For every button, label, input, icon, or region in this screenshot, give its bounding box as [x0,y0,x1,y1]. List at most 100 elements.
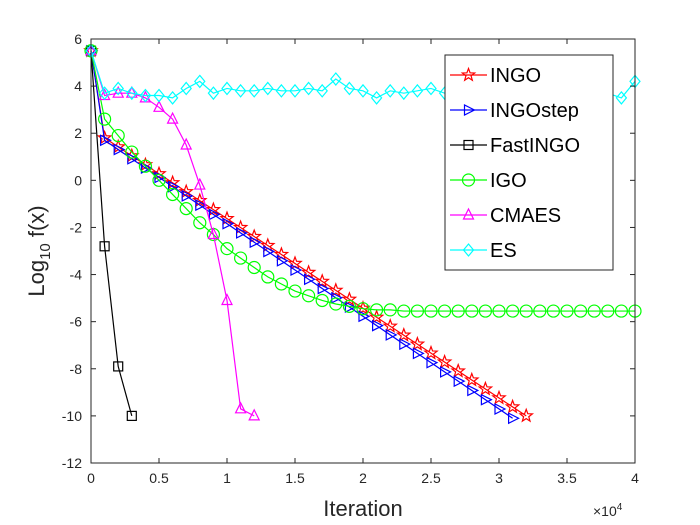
data-point-igo [519,304,533,318]
data-point-ingostep [358,310,371,323]
data-point-igo [410,304,424,318]
data-point-igo [533,304,547,318]
data-point-ingo [164,174,181,190]
tick-layer: 0 0.5 1 1.5 2 2.5 3 3.5 4 -12 -10 -8 -6 -4 -2 0 2 4 6 [62,31,639,486]
legend-box [444,54,614,271]
data-point-fastingo [99,241,110,252]
data-point-es [357,83,369,98]
data-point-ingostep [195,199,208,212]
data-point-ingo [436,353,453,369]
y-axis-label-main: Log [24,260,49,297]
data-point-ingostep [331,291,344,304]
data-point-igo [315,293,329,308]
data-point-ingostep [317,282,330,295]
legend-marker-cmaes [462,207,475,220]
data-point-ingostep [113,143,126,156]
data-point-igo [111,128,125,143]
data-point-es [98,86,111,101]
x-tick-label: 0 [87,470,95,486]
data-point-igo [97,112,112,126]
legend-item-ingo: INGO [450,65,541,87]
data-point-ingo [382,317,399,333]
data-point-igo [492,304,506,318]
data-point-ingostep [208,208,221,221]
data-point-ingostep [508,412,520,425]
y-tick-label: -8 [70,361,83,377]
data-point-igo [152,173,166,187]
data-point-ingo [450,362,467,378]
data-point-ingostep [290,264,303,276]
x-tick-label: 1 [223,470,231,486]
series-line-ingostep [90,50,513,419]
data-point-igo [220,242,234,256]
data-point-ingostep [249,236,262,249]
data-point-ingo [327,282,344,298]
y-tick-label: -2 [70,219,83,235]
data-point-es [262,81,274,96]
data-point-ingo [314,273,331,289]
data-point-igo [247,260,261,275]
data-point-cmaes [248,408,261,421]
data-point-es [302,81,315,96]
data-point-ingostep [426,356,439,369]
data-point-ingo [423,344,439,360]
data-point-igo [478,304,492,318]
data-point-ingostep [440,365,452,378]
legend-item-ingostep: INGOstep [450,100,579,122]
x-axis-label: Iteration [323,496,403,521]
data-point-ingostep [412,347,425,360]
y-axis-label: Log10 f(x) [24,205,54,296]
data-point-ingo [151,165,167,181]
data-point-cmaes [180,137,193,150]
data-point-ingostep [236,226,248,239]
data-point-igo [274,277,288,291]
legend-marker-es [462,243,475,257]
data-point-cmaes [166,111,179,124]
data-point-cmaes [193,177,206,190]
legend-label-ingo: INGO [490,65,541,87]
data-point-igo [601,304,615,318]
data-point-es [615,90,628,105]
data-point-ingo [409,335,426,351]
x-axis-exponent-power: 4 [617,502,623,513]
data-point-ingostep [494,403,507,415]
legend-label-ingostep: INGOstep [490,100,579,122]
data-point-igo [288,284,302,298]
y-tick-label: 0 [74,172,82,188]
data-point-igo [261,270,275,284]
data-point-ingostep [399,338,412,351]
data-point-es [289,83,301,98]
legend-item-fastingo: FastINGO [450,135,580,157]
data-point-ingo [477,380,494,396]
data-point-igo [546,304,561,318]
data-point-igo [505,304,520,318]
legend-items: INGO INGOstep FastINGO IGO CMAES ES [450,65,580,262]
y-tick-label: 6 [74,31,82,47]
data-point-fastingo [126,410,137,421]
legend-item-cmaes: CMAES [450,205,561,227]
x-tick-label: 4 [631,470,639,486]
data-point-ingo [341,291,358,306]
data-point-ingostep [372,319,384,332]
data-point-ingo [463,371,480,387]
legend-marker-igo [461,173,476,187]
data-point-ingostep [263,245,276,258]
y-tick-label: 2 [74,125,82,141]
data-point-fastingo [113,361,124,372]
data-point-igo [179,202,193,216]
y-axis-label-subscript: 10 [37,243,54,260]
data-point-igo [451,304,465,318]
data-point-es [248,83,260,98]
data-point-igo [138,159,152,173]
data-point-igo [193,216,207,230]
y-tick-label: -10 [62,408,82,424]
data-point-es [343,81,356,96]
data-point-ingostep [453,375,466,388]
data-point-es [166,90,179,105]
series-line-cmaes [90,50,255,417]
data-point-es [139,88,152,103]
data-point-ingostep [304,273,316,286]
data-point-igo [424,304,438,318]
data-point-es [398,86,410,101]
data-point-es [316,83,328,98]
